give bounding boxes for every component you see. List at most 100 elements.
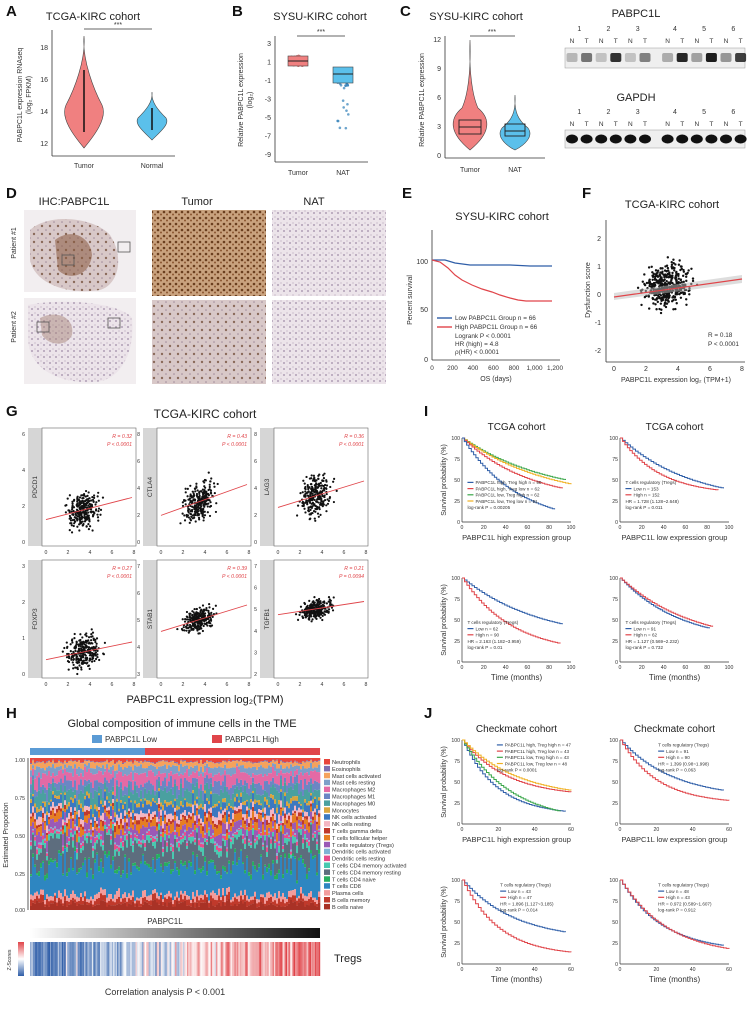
panel-f-point — [691, 277, 695, 280]
stack-segment — [108, 806, 111, 811]
stack-segment — [218, 801, 221, 804]
stack-segment — [182, 805, 185, 808]
stack-segment — [242, 895, 245, 900]
km-ytick: 0 — [615, 520, 618, 526]
panel-g-point — [185, 515, 189, 518]
panel-g-point — [203, 505, 206, 508]
blot1-band — [610, 53, 622, 62]
stack-segment — [236, 760, 239, 764]
stack-segment — [114, 832, 117, 838]
panel-g-point — [203, 622, 206, 625]
panel-g-point — [88, 651, 92, 654]
stack-segment — [64, 889, 67, 897]
stack-segment — [200, 818, 203, 824]
stack-segment — [172, 794, 175, 805]
stack-segment — [38, 827, 41, 832]
panel-h-ytick: 0.00 — [15, 908, 25, 914]
stack-segment — [126, 829, 129, 835]
stack-segment — [140, 799, 143, 802]
panel-g-r: R = 0.36 — [344, 434, 364, 440]
stack-segment — [112, 758, 115, 760]
stack-segment — [234, 822, 237, 833]
stack-segment — [34, 840, 37, 846]
stack-segment — [128, 817, 131, 828]
stack-segment — [252, 825, 255, 829]
panel-g-point — [78, 647, 81, 650]
panel-a-ylabel: PABPC1L expression RNAseq — [17, 48, 24, 143]
stack-segment — [32, 760, 35, 766]
stack-segment — [114, 822, 117, 827]
panel-g-xtick: 0 — [160, 682, 163, 688]
stack-segment — [134, 837, 137, 841]
stack-segment — [220, 875, 223, 879]
stack-segment — [200, 847, 203, 852]
stack-segment — [50, 762, 53, 768]
panel-g-point — [94, 651, 98, 654]
stack-segment — [206, 813, 209, 818]
stack-segment — [208, 761, 211, 767]
stack-segment — [234, 758, 237, 761]
stack-segment — [86, 772, 89, 782]
stack-segment — [182, 893, 185, 900]
stack-segment — [150, 794, 153, 802]
stack-segment — [106, 760, 109, 765]
stack-segment — [90, 761, 93, 763]
stack-segment — [48, 802, 51, 805]
stack-segment — [180, 805, 183, 814]
stack-segment — [240, 758, 243, 760]
panel-f-point — [688, 293, 691, 296]
stack-segment — [126, 825, 129, 830]
stack-segment — [32, 902, 35, 910]
stack-segment — [38, 902, 41, 910]
stack-segment — [82, 758, 85, 763]
panel-f-point — [660, 276, 663, 279]
stack-segment — [132, 758, 135, 763]
stack-segment — [200, 872, 203, 895]
stack-segment — [218, 902, 221, 910]
stack-segment — [158, 829, 161, 854]
stack-segment — [146, 902, 149, 910]
panel-g-point — [325, 484, 329, 487]
stack-segment — [232, 793, 235, 807]
stack-segment — [144, 816, 147, 819]
blot2-band — [609, 134, 622, 144]
stack-segment — [196, 799, 199, 804]
panel-g-point — [313, 517, 316, 520]
stack-segment — [132, 822, 135, 825]
stack-segment — [58, 897, 61, 901]
stack-segment — [230, 776, 233, 788]
stack-segment — [178, 840, 181, 843]
stack-segment — [72, 890, 75, 898]
stack-segment — [164, 758, 167, 761]
km-xtick: 20 — [639, 665, 645, 671]
stack-segment — [142, 762, 145, 769]
panel-g-point — [194, 614, 198, 617]
stack-segment — [68, 765, 71, 773]
stack-segment — [160, 758, 163, 761]
km-xtick: 20 — [481, 525, 487, 531]
stack-segment — [50, 815, 53, 820]
panel-g-point — [319, 496, 322, 499]
stack-segment — [120, 800, 123, 803]
stack-segment — [46, 860, 49, 874]
stack-segment — [30, 784, 33, 794]
km-legend-text: High n = 62 — [633, 633, 657, 638]
stack-segment — [50, 896, 53, 901]
stack-segment — [52, 828, 55, 830]
stack-segment — [230, 819, 233, 823]
stack-segment — [194, 829, 197, 839]
panel-g-point — [209, 489, 213, 492]
stack-segment — [178, 771, 181, 776]
stack-segment — [60, 762, 63, 767]
stack-segment — [66, 876, 69, 896]
stack-segment — [208, 808, 211, 812]
stack-segment — [88, 768, 91, 780]
stack-segment — [238, 782, 241, 790]
panel-g-point — [319, 513, 322, 516]
stack-segment — [54, 822, 57, 827]
stack-segment — [138, 844, 141, 847]
stack-segment — [136, 868, 139, 898]
stack-segment — [88, 793, 91, 799]
panel-g-point — [198, 632, 201, 635]
stack-segment — [230, 767, 233, 777]
